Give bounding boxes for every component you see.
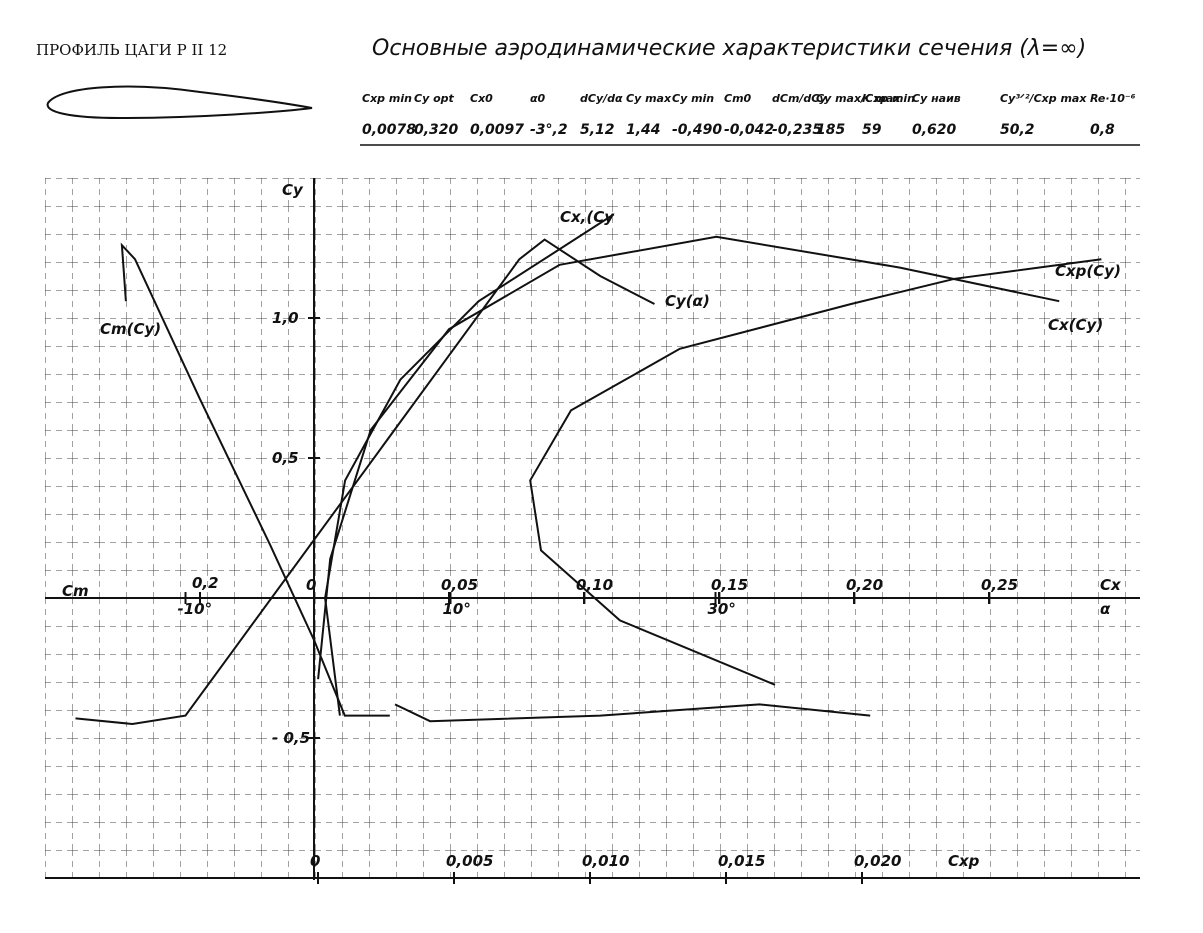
table-value: 0,620 — [912, 122, 957, 138]
table-value: 0,0097 — [470, 122, 524, 138]
table-header: Cy opt — [414, 92, 455, 105]
x-tick-label: 0,15 — [711, 576, 748, 594]
table-value: 50,2 — [1000, 122, 1035, 138]
table-value: 5,12 — [580, 122, 615, 138]
x-tick-label: 0,015 — [718, 852, 765, 870]
x-tick-label: 0,10 — [576, 576, 613, 594]
x-axis-title: Cm — [62, 582, 89, 600]
table-header: dCy/dα — [580, 92, 623, 105]
table-value: 0,0078 — [362, 122, 416, 138]
table-header: Cm0 — [724, 92, 752, 105]
curve-label: Cy(α) — [665, 292, 710, 310]
x-tick-label: 0 — [310, 852, 320, 870]
table-value: 0,8 — [1090, 122, 1115, 138]
y-axis-title: Cy — [282, 181, 304, 199]
x-axis-title: Cxp — [948, 852, 980, 870]
y-tick-label: 1,0 — [272, 309, 299, 327]
table-value: 59 — [862, 122, 882, 138]
table-value: 185 — [816, 122, 845, 138]
table-header: Cxp min — [362, 92, 412, 105]
table-header: K max — [862, 92, 901, 105]
x-tick-label: 0,005 — [446, 852, 493, 870]
grid — [45, 178, 1140, 878]
y-tick-label: - 0,5 — [272, 729, 310, 747]
table-header: Cy min — [672, 92, 714, 105]
profile-name: ПРОФИЛЬ ЦАГИ Р II 12 — [36, 41, 227, 59]
curve-label: Cxp(Cy) — [1055, 262, 1121, 280]
table-value: 0,320 — [414, 122, 459, 138]
table-value: -0,490 — [672, 122, 722, 138]
curve-label: Cx,(Cy — [560, 208, 615, 226]
x-tick-label: -10° — [178, 600, 213, 618]
x-tick-label: 0,2 — [192, 574, 219, 592]
curve — [529, 258, 1102, 686]
curve — [317, 235, 1060, 680]
table-value: -0,235 — [772, 122, 822, 138]
curve-label: Cx(Cy) — [1048, 316, 1103, 334]
table-header: dCm/dCy — [772, 92, 827, 105]
table-value: -0,042 — [724, 122, 774, 138]
x-tick-label: 0 — [306, 576, 316, 594]
table-header: Cy наив — [912, 92, 961, 105]
x-tick-label: 0,010 — [582, 852, 629, 870]
table-header: Re·10⁻⁶ — [1090, 92, 1136, 105]
table-header: Cx0 — [470, 92, 493, 105]
curve — [120, 242, 390, 717]
x-tick-label: 0,020 — [854, 852, 901, 870]
x-tick-label: 30° — [708, 600, 736, 618]
table-header: Cy max — [626, 92, 672, 105]
table-value: 1,44 — [626, 122, 661, 138]
x-tick-label: 0,20 — [846, 576, 883, 594]
y-tick-label: 0,5 — [272, 449, 299, 467]
x-axis-title: Cx — [1100, 576, 1122, 594]
x-tick-label: 10° — [443, 600, 471, 618]
table-header: Cy max/Cxp min — [816, 92, 915, 105]
title: Основные аэродинамические характеристики… — [372, 36, 1086, 61]
airfoil — [46, 85, 313, 120]
x-axis-title: α — [1100, 600, 1111, 618]
curve-label: Cm(Cy) — [100, 320, 161, 338]
curve — [394, 703, 871, 723]
table-header: α0 — [530, 92, 546, 105]
x-tick-label: 0,05 — [441, 576, 478, 594]
table: Cxp min Cy opt Cx0 α0 dCy/dα Cy max Cy min Cm0 d… — [362, 92, 1136, 138]
curve — [324, 213, 615, 716]
x-tick-label: 0,25 — [981, 576, 1018, 594]
curve — [75, 238, 655, 726]
table-value: -3°,2 — [530, 122, 568, 138]
table-header: Cy³ᐟ²/Cxp max — [1000, 92, 1087, 105]
